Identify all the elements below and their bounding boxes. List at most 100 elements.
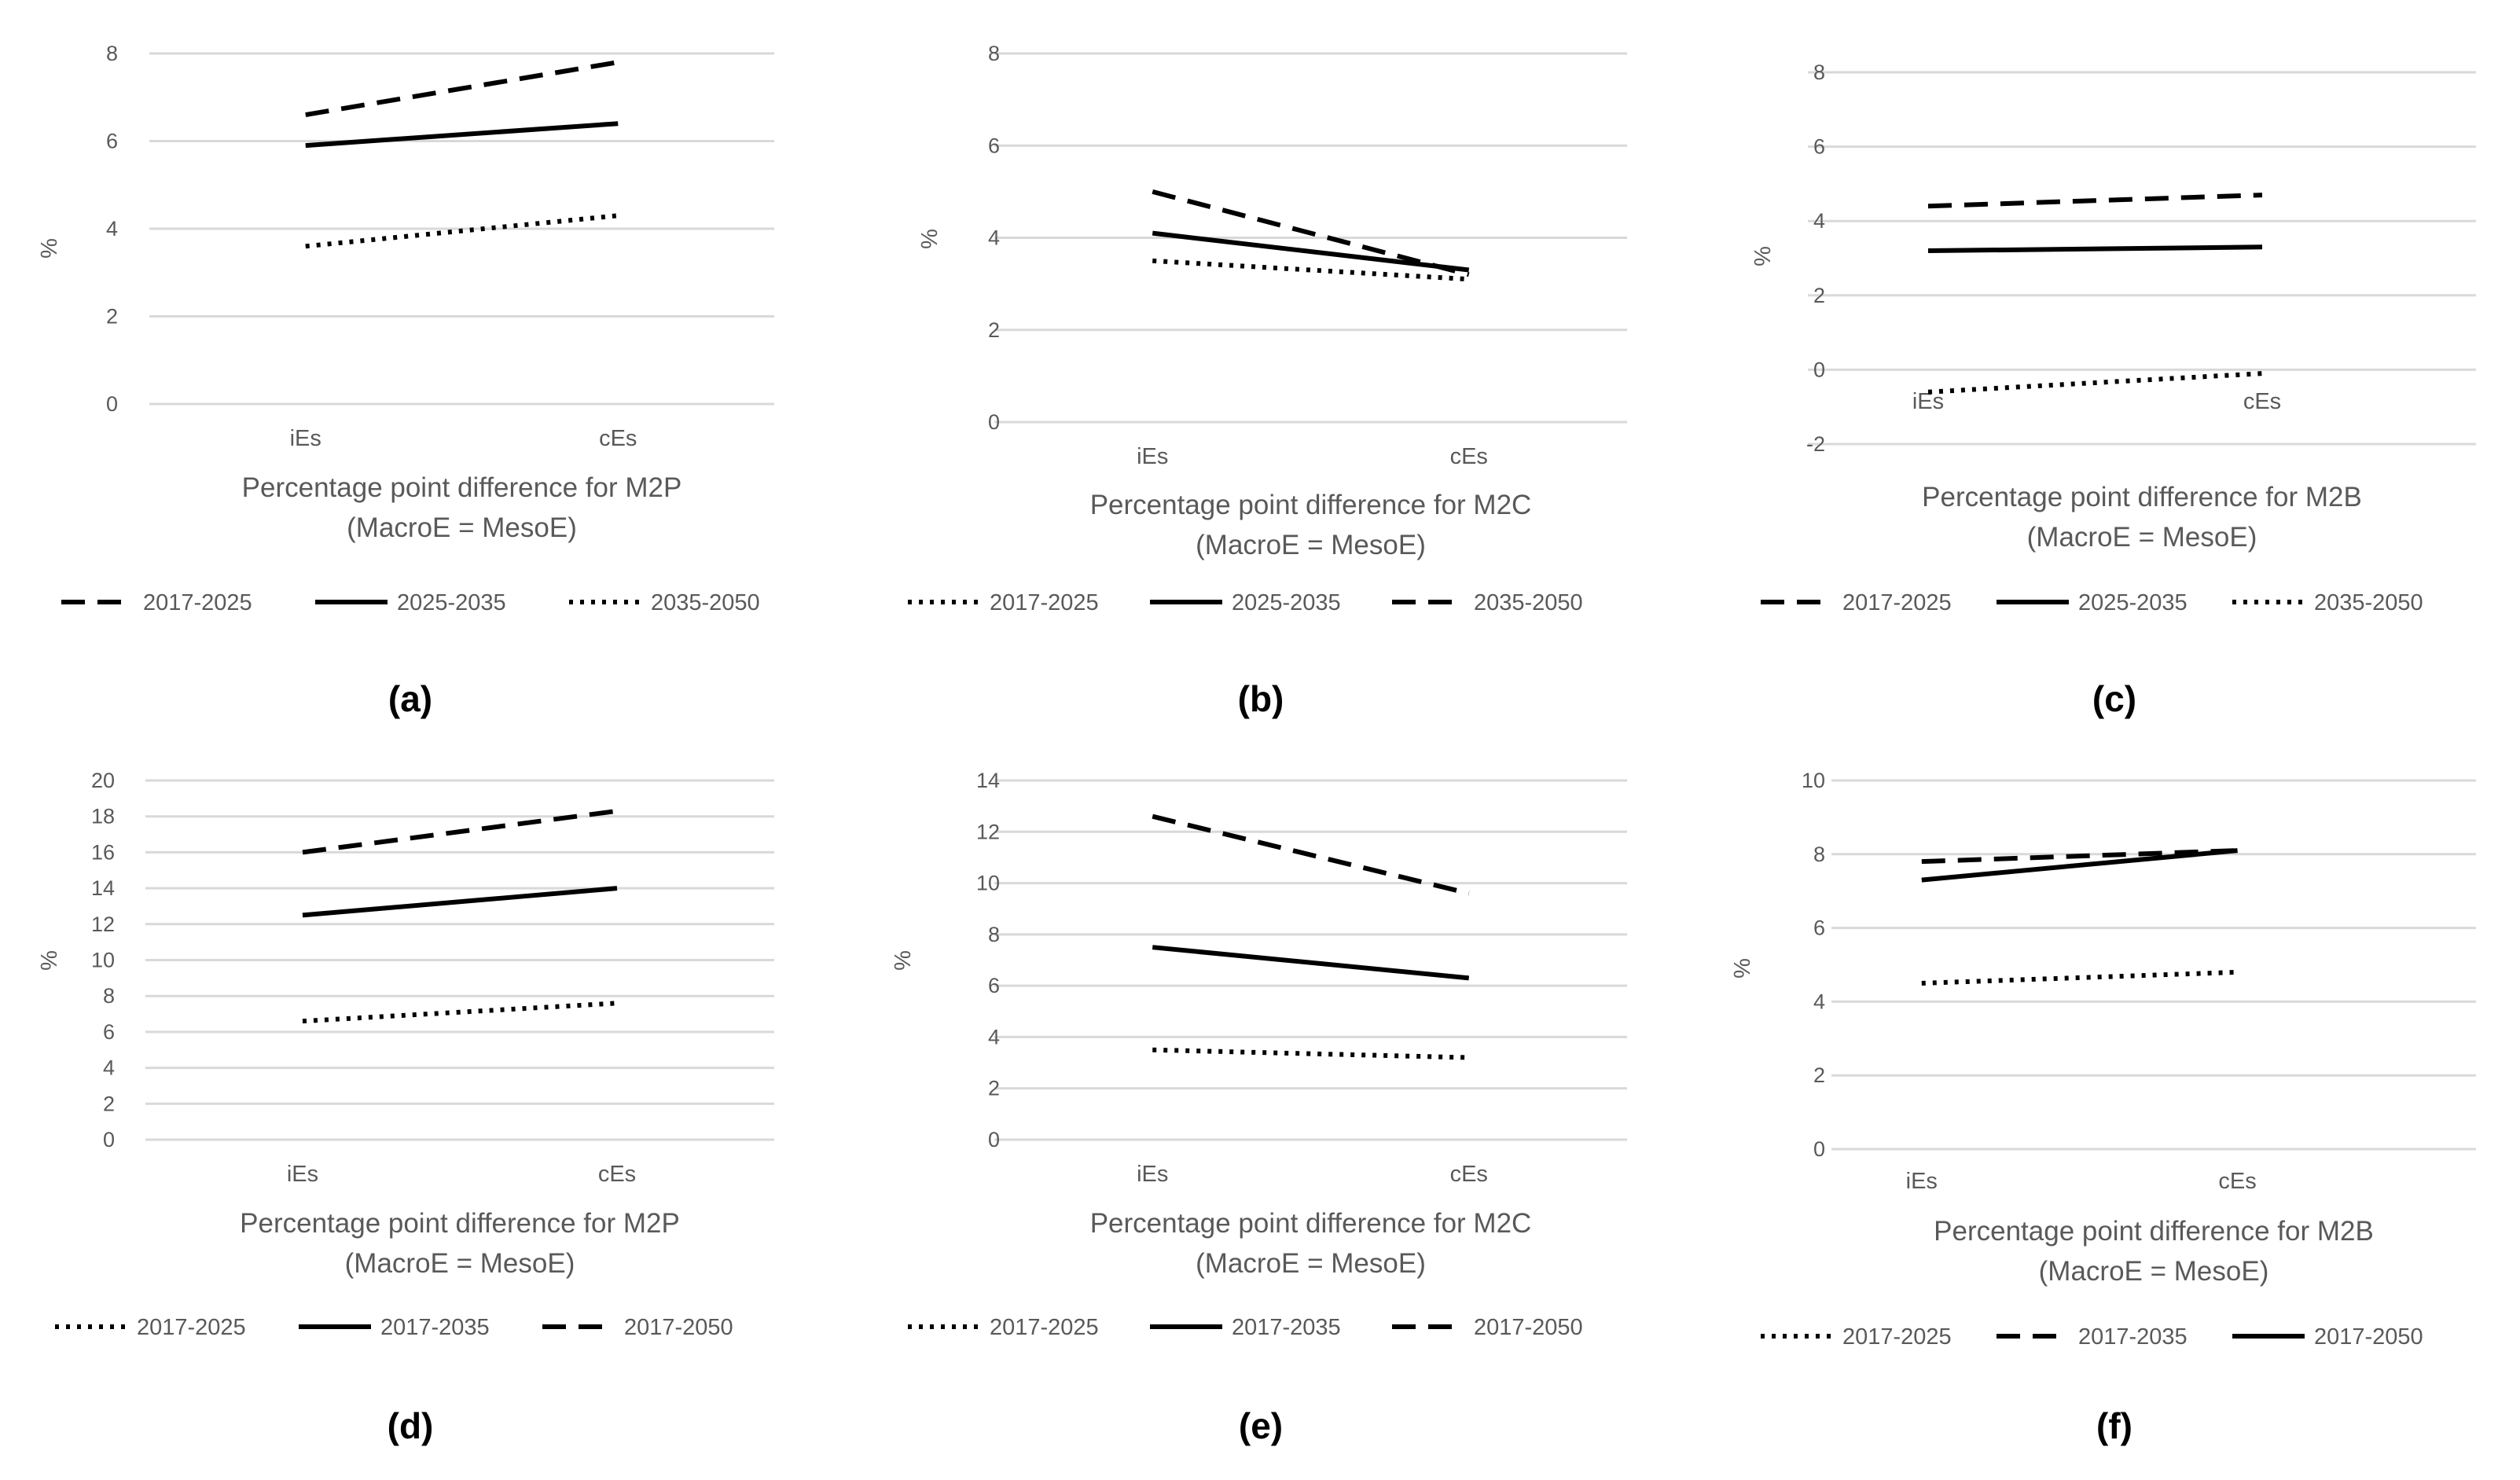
series-line-2025-2035 [305,121,619,149]
x-tick-label: iEs [1137,444,1168,469]
x-tick-label: iEs [1137,1162,1168,1187]
y-tick-label: 8 [988,42,1000,65]
chart-panel-3: -2 0 2 4 6 8% iEs cEs Percentage point differenc… [1750,61,2476,719]
chart-panel-4: 0 2 4 6 8 10 12 14 16 18 20% iEs cEs Percentage point… [37,769,774,1446]
y-tick-label: 4 [988,1025,1000,1048]
y-tick-label: 0 [106,392,118,416]
legend-label: 2017-2035 [380,1315,490,1340]
chart-subtitle: (MacroE = MesoE) [1196,530,1426,560]
chart-panel-1: 0 2 4 6 8% iEs cEs Percentage point difference … [37,42,774,719]
legend-label: 2025-2035 [397,590,506,615]
y-axis-label: % [1730,958,1755,979]
y-tick-label: 10 [1802,769,1825,792]
series-line-2035-2050 [1152,189,1470,277]
chart-subtitle: (MacroE = MesoE) [2027,522,2257,553]
x-tick-label: cEs [1450,1162,1488,1187]
series-line-2025-2035 [1152,230,1470,273]
y-tick-label: 16 [91,840,115,864]
y-axis-label: % [37,950,62,971]
series-line-2017-2050 [302,808,618,855]
y-tick-label: 0 [103,1128,115,1151]
chart-title: Percentage point difference for M2P [240,1208,680,1239]
x-tick-label: cEs [2218,1169,2256,1194]
chart-subtitle: (MacroE = MesoE) [345,1248,575,1279]
y-tick-label: 10 [91,949,115,972]
y-tick-label: 4 [1813,209,1825,233]
chart-title: Percentage point difference for M2C [1090,1208,1532,1239]
legend-label: 2025-2035 [1232,590,1341,615]
chart-subtitle: (MacroE = MesoE) [1196,1248,1426,1279]
series-line-2017-2025 [302,1001,618,1024]
legend-label: 2035-2050 [2314,590,2423,615]
y-tick-label: 12 [976,820,1000,843]
y-tick-label: 14 [91,876,115,900]
series-line-2017-2035 [302,886,618,918]
y-tick-label: -2 [1806,432,1825,456]
chart-panel-2: 0 2 4 6 8% iEs cEs Percentage point difference … [908,42,1627,719]
y-tick-label: 0 [1813,1137,1825,1161]
series-line-2017-2025 [305,60,619,118]
y-tick-label: 0 [1813,358,1825,381]
panel-label: (e) [1239,1405,1283,1446]
series-line-2035-2050 [305,213,619,249]
x-tick-label: iEs [1912,389,1944,414]
y-tick-label: 2 [1813,284,1825,307]
y-tick-label: 8 [106,42,118,65]
panel-label: (d) [388,1405,434,1446]
y-axis-label: % [917,229,942,249]
x-tick-label: iEs [290,426,321,451]
x-tick-label: cEs [1450,444,1488,469]
y-tick-label: 2 [106,305,118,329]
chart-title: Percentage point difference for M2B [1934,1216,2374,1247]
series-line-2017-2025 [1921,969,2238,986]
y-tick-label: 2 [988,1077,1000,1100]
legend-label: 2025-2035 [2078,590,2188,615]
y-tick-label: 4 [106,217,118,241]
panel-label: (c) [2092,678,2136,719]
chart-panel-6: 0 2 4 6 8 10% iEs cEs Percentage point differenc… [1730,769,2476,1446]
legend-label: 2017-2025 [990,1315,1099,1340]
series-line-2017-2025 [1927,193,2263,209]
series-line-2035-2050 [1927,371,2263,395]
y-axis-label: % [1750,246,1776,266]
y-tick-label: 6 [106,130,118,153]
panel-label: (b) [1238,678,1284,719]
series-line-2017-2050 [1152,813,1470,896]
panel-label: (a) [388,678,432,719]
series-line-2017-2035 [1152,945,1470,981]
legend-label: 2017-2035 [1232,1315,1341,1340]
legend-label: 2017-2025 [1842,1324,1952,1350]
chart-title: Percentage point difference for M2B [1922,482,2362,512]
legend-label: 2017-2050 [2314,1324,2423,1350]
legend-label: 2017-2025 [1842,590,1952,615]
y-tick-label: 6 [988,134,1000,157]
y-tick-label: 6 [103,1020,115,1044]
y-tick-label: 10 [976,872,1000,895]
legend-label: 2035-2050 [651,590,760,615]
y-tick-label: 0 [988,410,1000,434]
x-tick-label: cEs [599,426,637,451]
legend-label: 2017-2025 [990,590,1099,615]
chart-subtitle: (MacroE = MesoE) [2039,1256,2269,1287]
series-line-2017-2050 [1921,848,2238,883]
legend-label: 2035-2050 [1474,590,1583,615]
x-tick-label: iEs [1906,1169,1938,1194]
chart-title: Percentage point difference for M2C [1090,490,1532,520]
y-axis-label: % [891,950,916,971]
y-tick-label: 6 [1813,135,1825,159]
series-line-2025-2035 [1927,244,2263,254]
legend-label: 2017-2050 [624,1315,733,1340]
y-tick-label: 4 [1813,990,1825,1013]
y-tick-label: 0 [988,1128,1000,1151]
y-tick-label: 8 [103,984,115,1008]
chart-panel-5: 0 2 4 6 8 10 12 14% iEs cEs Percentage point diffe… [891,769,1627,1446]
y-tick-label: 12 [91,913,115,936]
y-tick-label: 20 [91,769,115,792]
chart-title: Percentage point difference for M2P [242,472,682,503]
y-tick-label: 2 [988,318,1000,342]
series-line-2017-2035 [1921,848,2238,865]
y-tick-label: 18 [91,805,115,828]
legend-label: 2017-2035 [2078,1324,2188,1350]
x-tick-label: iEs [287,1162,318,1187]
